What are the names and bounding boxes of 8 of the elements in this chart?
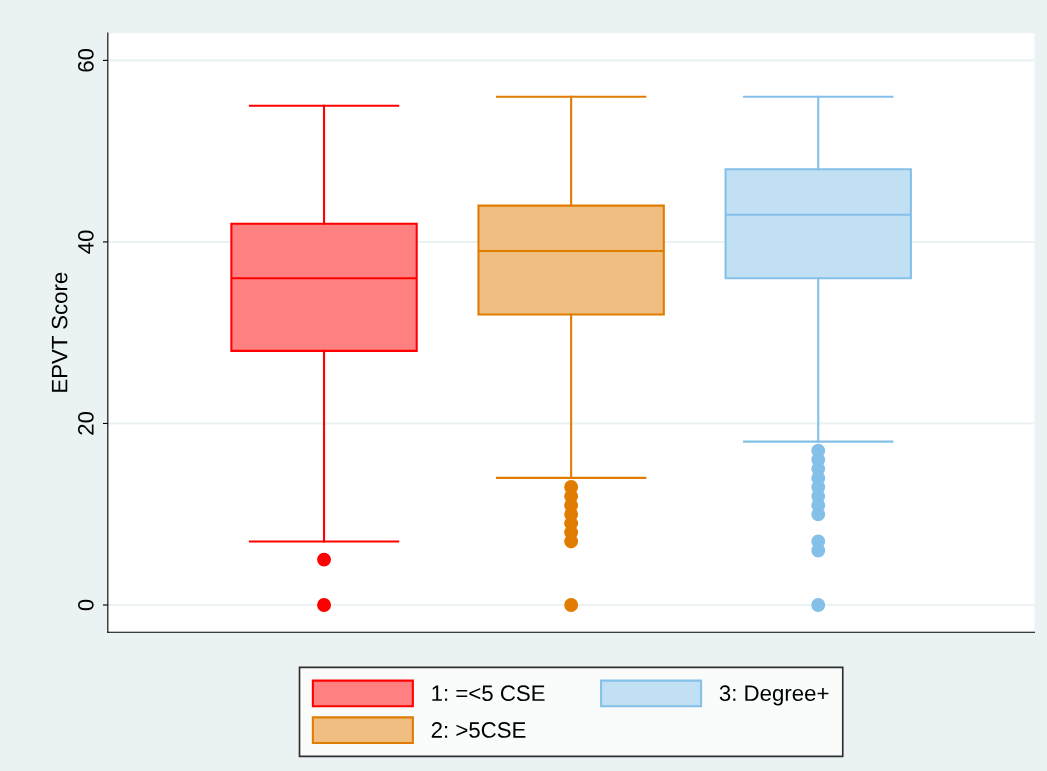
legend-label: 2: >5CSE	[431, 722, 526, 738]
legend-label: 1: =<5 CSE	[432, 685, 545, 702]
y-tick-label: 60	[77, 48, 94, 72]
y-tick-label: 40	[77, 230, 94, 254]
y-tick-label: 20	[77, 411, 94, 435]
legend-label: 3: Degree+	[719, 685, 829, 706]
y-axis-title: EPVT Score	[51, 272, 68, 392]
y-tick-label: 0	[77, 599, 94, 611]
